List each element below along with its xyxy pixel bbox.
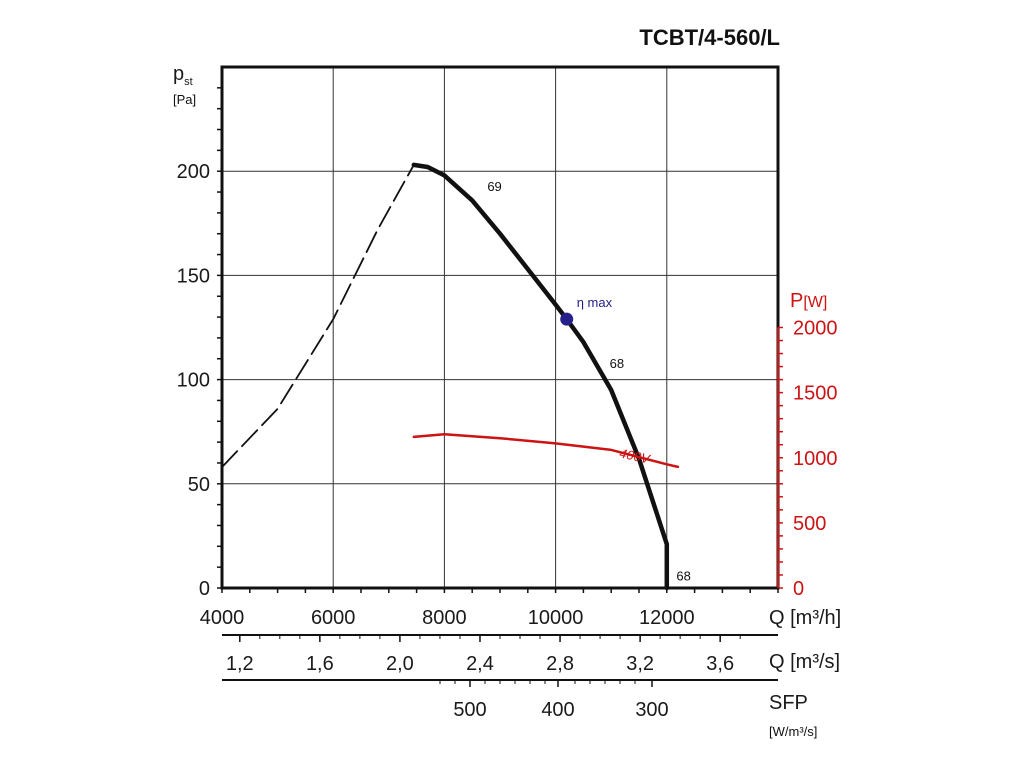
- eta-max-marker: [560, 312, 574, 326]
- left-axis-tick-label: 200: [177, 161, 210, 183]
- secondary-axis-tick-label: 1,2: [226, 653, 254, 675]
- series-line-pressure: [411, 162, 670, 591]
- left-axis-tick-label: 100: [177, 370, 210, 392]
- x-axis-tick-label: 12000: [639, 607, 695, 629]
- right-axis-tick-label: 1500: [793, 383, 838, 405]
- sfp-axis-tick-label: 500: [453, 699, 486, 721]
- left-axis-tick-label: 150: [177, 265, 210, 287]
- right-axis-title: P[W]: [790, 290, 827, 312]
- series-line-400v: [412, 433, 680, 469]
- efficiency-label: 68: [610, 356, 624, 371]
- plot-frame: [220, 65, 780, 590]
- right-axis-tick-label: 500: [793, 513, 826, 535]
- left-axis-tick-label: 50: [188, 474, 210, 496]
- x-axis-tick-label: 4000: [200, 607, 245, 629]
- sfp-axis-tick-label: 300: [635, 699, 668, 721]
- bottom-axes: 4000 6000 8000 10000 12000 Q [m³/h] 1,2 1,6 2,0 2…: [200, 588, 841, 739]
- secondary-axis-tick-label: 2,8: [546, 653, 574, 675]
- efficiency-label: 69: [487, 179, 501, 194]
- series-label-400v: 400V: [618, 446, 652, 467]
- right-axis: 0 500 1000 1500 2000 P[W]: [777, 290, 838, 600]
- left-axis-title: pst: [173, 63, 193, 88]
- right-axis-tick-label: 1000: [793, 448, 838, 470]
- annotations: 69 η max 68 68: [487, 179, 691, 584]
- x-axis-tick-label: 6000: [311, 607, 356, 629]
- series: 400V: [221, 162, 680, 591]
- right-axis-tick-label: 2000: [793, 318, 838, 340]
- left-axis-tick-label: 0: [199, 578, 210, 600]
- x-axis-tick-label: 10000: [528, 607, 584, 629]
- plot-border: [220, 65, 780, 590]
- series-line-dashed: [221, 164, 415, 468]
- efficiency-label: 68: [676, 568, 690, 583]
- right-axis-tick-label: 0: [793, 578, 804, 600]
- secondary-axis-tick-label: 3,2: [626, 653, 654, 675]
- sfp-axis-tick-label: 400: [541, 699, 574, 721]
- x-axis-title: Q [m³/h]: [769, 607, 841, 629]
- grid: [222, 67, 778, 588]
- secondary-axis-title: Q [m³/s]: [769, 651, 840, 673]
- secondary-axis-tick-label: 1,6: [306, 653, 334, 675]
- left-axis: 0 50 100 150 200 pst [Pa]: [173, 63, 222, 600]
- secondary-axis-tick-label: 3,6: [706, 653, 734, 675]
- secondary-axis-tick-label: 2,4: [466, 653, 494, 675]
- sfp-axis-title: SFP: [769, 692, 808, 714]
- left-axis-unit: [Pa]: [173, 92, 196, 107]
- eta-max-label: η max: [577, 295, 613, 310]
- sfp-axis-unit: [W/m³/s]: [769, 724, 817, 739]
- secondary-axis-tick-label: 2,0: [386, 653, 414, 675]
- x-axis-tick-label: 8000: [422, 607, 467, 629]
- chart-title: TCBT/4-560/L: [639, 25, 780, 50]
